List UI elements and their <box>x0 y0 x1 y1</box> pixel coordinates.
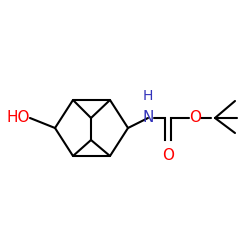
Text: O: O <box>189 110 201 126</box>
Text: H: H <box>143 89 153 103</box>
Text: N: N <box>142 110 154 126</box>
Text: O: O <box>162 148 174 163</box>
Text: HO: HO <box>7 110 30 126</box>
